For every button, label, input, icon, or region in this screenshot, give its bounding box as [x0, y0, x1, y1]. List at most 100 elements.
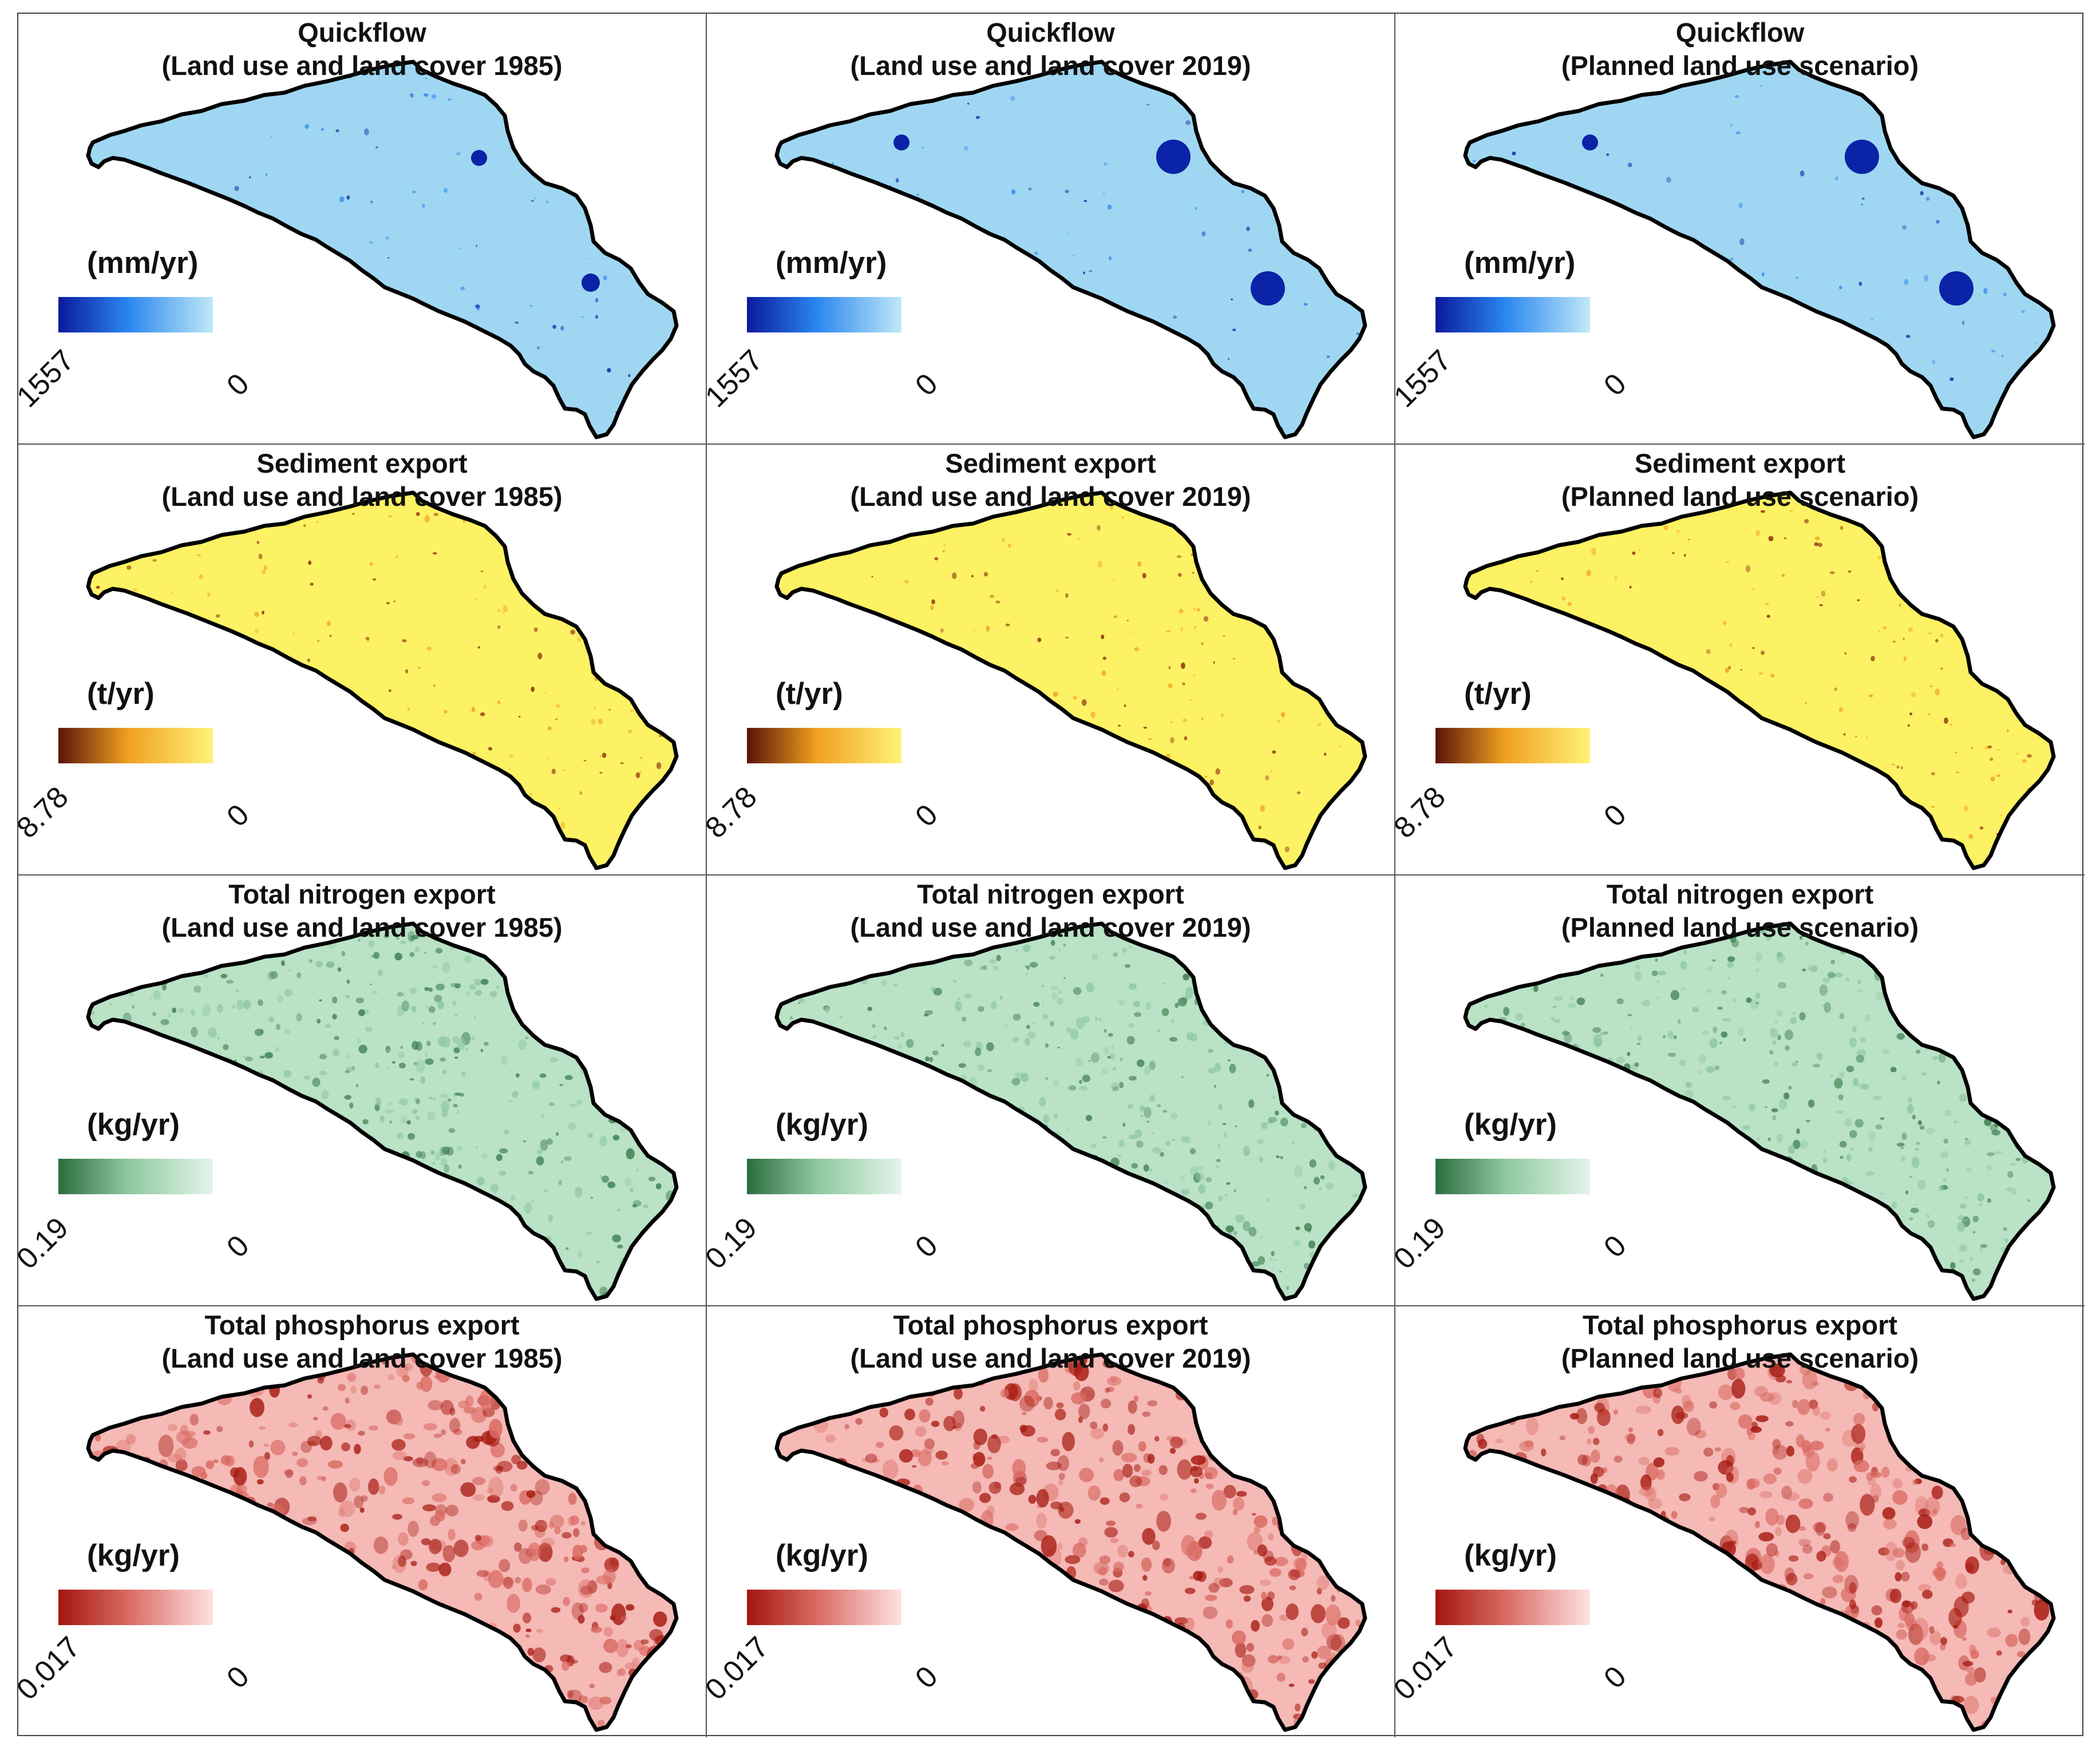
- panel-scenario-subtitle: (Land use and land cover 2019): [850, 1343, 1251, 1373]
- panel-scenario-subtitle: (Land use and land cover 2019): [850, 481, 1251, 512]
- map-panel: (mm/yr) 1557 0 Quickflow (Planned land use s…: [1395, 14, 2085, 445]
- watershed-fill: [777, 62, 1365, 437]
- map-panel: (mm/yr) 1557 0 Quickflow (Land use and land …: [707, 14, 1395, 445]
- legend-unit: (kg/yr): [1464, 1539, 1557, 1572]
- legend-color-ramp: [747, 728, 901, 763]
- legend-color-ramp: [747, 1590, 901, 1625]
- panel-title: Sediment export (Planned land use scenari…: [1395, 447, 2085, 513]
- watershed-map: [86, 490, 679, 870]
- legend-unit: (t/yr): [1464, 677, 1532, 711]
- panel-variable-title: Sediment export: [1634, 448, 1846, 478]
- legend-color-ramp: [58, 1159, 213, 1194]
- watershed-fill: [1465, 493, 2054, 868]
- panel-scenario-subtitle: (Land use and land cover 1985): [161, 1343, 563, 1373]
- watershed-boundary: [1463, 60, 2056, 439]
- map-panel: (kg/yr) 0.017 0 Total phosphorus export (Lan…: [18, 1306, 707, 1737]
- map-panel: (kg/yr) 0.017 0 Total phosphorus export (Pla…: [1395, 1306, 2085, 1737]
- legend-unit: (t/yr): [87, 677, 155, 711]
- watershed-map: [86, 1352, 679, 1732]
- map-panel: (t/yr) 8.78 0 Sediment export (Planned land …: [1395, 445, 2085, 876]
- map-panel: (t/yr) 8.78 0 Sediment export (Land use and …: [18, 445, 707, 876]
- panel-variable-title: Total phosphorus export: [893, 1310, 1208, 1340]
- panel-scenario-subtitle: (Land use and land cover 1985): [161, 50, 563, 81]
- watershed-fill: [88, 62, 677, 437]
- watershed-map: [86, 60, 679, 439]
- legend-unit: (kg/yr): [87, 1108, 180, 1142]
- watershed-fill: [88, 493, 677, 868]
- watershed-boundary: [86, 60, 679, 439]
- watershed-boundary: [86, 921, 679, 1301]
- panel-variable-title: Total nitrogen export: [228, 879, 496, 909]
- panel-scenario-subtitle: (Planned land use scenario): [1561, 912, 1919, 942]
- panel-title: Total nitrogen export (Planned land use s…: [1395, 878, 2085, 944]
- watershed-boundary: [86, 1352, 679, 1732]
- legend-color-ramp: [1435, 1159, 1590, 1194]
- watershed-map: [1463, 921, 2056, 1301]
- legend-unit: (t/yr): [776, 677, 843, 711]
- watershed-boundary: [774, 60, 1367, 439]
- watershed-boundary: [86, 490, 679, 870]
- watershed-boundary: [1463, 1352, 2056, 1732]
- watershed-map: [774, 921, 1367, 1301]
- map-panel: (kg/yr) 0.19 0 Total nitrogen export (Planne…: [1395, 876, 2085, 1306]
- map-panel: (kg/yr) 0.19 0 Total nitrogen export (Land u…: [18, 876, 707, 1306]
- panel-variable-title: Total nitrogen export: [917, 879, 1184, 909]
- watershed-boundary: [1463, 921, 2056, 1301]
- map-panel: (kg/yr) 0.19 0 Total nitrogen export (Land u…: [707, 876, 1395, 1306]
- panel-scenario-subtitle: (Land use and land cover 1985): [161, 481, 563, 512]
- panel-scenario-subtitle: (Planned land use scenario): [1561, 481, 1919, 512]
- map-panel: (kg/yr) 0.017 0 Total phosphorus export (Lan…: [707, 1306, 1395, 1737]
- watershed-boundary: [774, 921, 1367, 1301]
- watershed-boundary: [774, 490, 1367, 870]
- legend-unit: (mm/yr): [1464, 246, 1576, 280]
- legend-color-ramp: [58, 728, 213, 763]
- legend-unit: (kg/yr): [1464, 1108, 1557, 1142]
- panel-title: Quickflow (Land use and land cover 2019): [707, 16, 1394, 82]
- watershed-map: [86, 921, 679, 1301]
- legend-unit: (mm/yr): [87, 246, 199, 280]
- panel-title: Sediment export (Land use and land cover …: [707, 447, 1394, 513]
- watershed-boundary: [1463, 490, 2056, 870]
- panel-title: Total phosphorus export (Land use and lan…: [18, 1309, 706, 1375]
- panel-variable-title: Quickflow: [986, 17, 1115, 47]
- legend-color-ramp: [747, 1159, 901, 1194]
- legend-unit: (kg/yr): [776, 1108, 868, 1142]
- watershed-fill: [1465, 62, 2054, 437]
- panel-variable-title: Total phosphorus export: [204, 1310, 520, 1340]
- panel-variable-title: Total phosphorus export: [1582, 1310, 1898, 1340]
- panel-title: Quickflow (Land use and land cover 1985): [18, 16, 706, 82]
- panel-variable-title: Quickflow: [298, 17, 426, 47]
- panel-title: Total phosphorus export (Planned land use…: [1395, 1309, 2085, 1375]
- legend-color-ramp: [58, 1590, 213, 1625]
- watershed-fill: [1465, 924, 2054, 1299]
- panel-scenario-subtitle: (Planned land use scenario): [1561, 1343, 1919, 1373]
- panel-title: Quickflow (Planned land use scenario): [1395, 16, 2085, 82]
- legend-unit: (kg/yr): [87, 1539, 180, 1572]
- watershed-map: [1463, 490, 2056, 870]
- panel-variable-title: Total nitrogen export: [1606, 879, 1874, 909]
- panel-title: Sediment export (Land use and land cover …: [18, 447, 706, 513]
- panel-title: Total nitrogen export (Land use and land …: [18, 878, 706, 944]
- panel-scenario-subtitle: (Land use and land cover 2019): [850, 50, 1251, 81]
- watershed-fill: [777, 1354, 1365, 1730]
- panel-variable-title: Quickflow: [1675, 17, 1805, 47]
- map-panel: (t/yr) 8.78 0 Sediment export (Land use and …: [707, 445, 1395, 876]
- panel-variable-title: Sediment export: [945, 448, 1156, 478]
- watershed-map: [774, 1352, 1367, 1732]
- panel-scenario-subtitle: (Planned land use scenario): [1561, 50, 1919, 81]
- watershed-boundary: [774, 1352, 1367, 1732]
- panel-scenario-subtitle: (Land use and land cover 1985): [161, 912, 563, 942]
- watershed-fill: [777, 924, 1365, 1299]
- panel-variable-title: Sediment export: [256, 448, 468, 478]
- map-panel: (mm/yr) 1557 0 Quickflow (Land use and land …: [18, 14, 707, 445]
- panel-title: Total nitrogen export (Land use and land …: [707, 878, 1394, 944]
- legend-color-ramp: [1435, 297, 1590, 332]
- watershed-map: [1463, 60, 2056, 439]
- figure-grid: (mm/yr) 1557 0 Quickflow (Land use and land …: [17, 13, 2085, 1737]
- legend-unit: (kg/yr): [776, 1539, 868, 1572]
- legend-color-ramp: [58, 297, 213, 332]
- panel-title: Total phosphorus export (Land use and lan…: [707, 1309, 1394, 1375]
- watershed-map: [774, 60, 1367, 439]
- panel-scenario-subtitle: (Land use and land cover 2019): [850, 912, 1251, 942]
- legend-color-ramp: [1435, 1590, 1590, 1625]
